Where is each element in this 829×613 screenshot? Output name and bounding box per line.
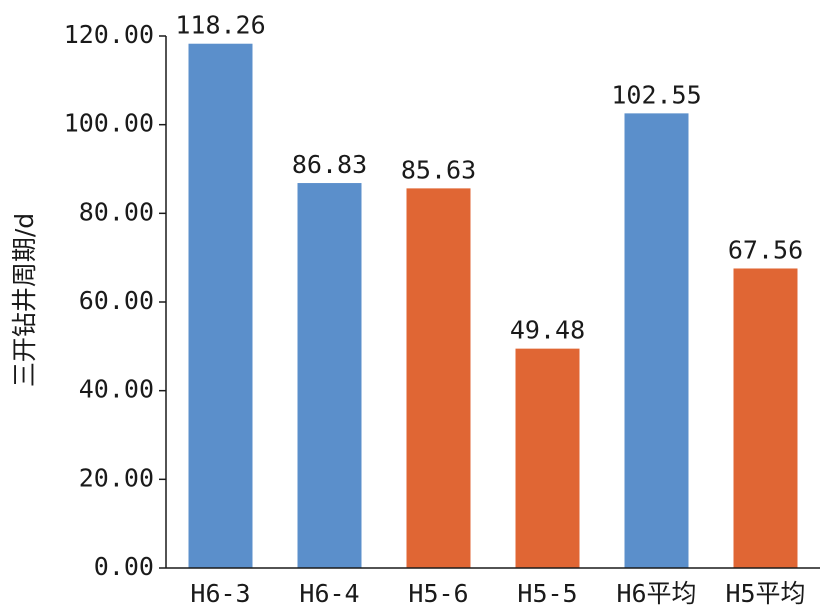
bar-H6-4 — [297, 183, 362, 569]
y-tick-label: 40.00 — [79, 375, 154, 404]
data-label-H5-6: 85.63 — [401, 155, 476, 184]
data-label-H6平均: 102.55 — [611, 80, 701, 109]
data-label-H5平均: 67.56 — [728, 235, 803, 264]
y-tick-labels: 0.00 20.00 40.00 60.00 80.00 100.00 120.00 — [64, 20, 166, 581]
bar-H5-6 — [406, 188, 471, 569]
data-labels: 118.26 86.83 85.63 49.48 102.55 67.56 — [175, 11, 803, 345]
category-label-H5平均: H5平均 — [725, 579, 805, 608]
bar-H6平均 — [624, 113, 689, 568]
data-label-H6-4: 86.83 — [292, 150, 367, 179]
category-label-H5-6: H5-6 — [408, 579, 468, 608]
bar-H6-3 — [188, 43, 253, 569]
y-tick-label: 20.00 — [79, 463, 154, 492]
category-label-H5-5: H5-5 — [517, 579, 577, 608]
category-label-H6-3: H6-3 — [190, 579, 250, 608]
y-tick-label: 80.00 — [79, 197, 154, 226]
y-axis-title: 三开钻井周期/d — [10, 213, 39, 387]
y-tick-label: 120.00 — [64, 20, 154, 49]
y-axis-title-group: 三开钻井周期/d — [10, 213, 39, 387]
y-tick-label: 0.00 — [94, 552, 154, 581]
bar-H5-5 — [515, 348, 580, 568]
category-label-H6平均: H6平均 — [616, 579, 696, 608]
category-label-H6-4: H6-4 — [299, 579, 359, 608]
data-label-H5-5: 49.48 — [510, 316, 585, 345]
y-tick-label: 100.00 — [64, 109, 154, 138]
category-labels: H6-3 H6-4 H5-6 H5-5 H6平均 H5平均 — [190, 579, 805, 608]
bar-H5平均 — [733, 268, 798, 568]
data-label-H6-3: 118.26 — [175, 11, 265, 40]
bars — [188, 43, 798, 569]
y-tick-label: 60.00 — [79, 286, 154, 315]
